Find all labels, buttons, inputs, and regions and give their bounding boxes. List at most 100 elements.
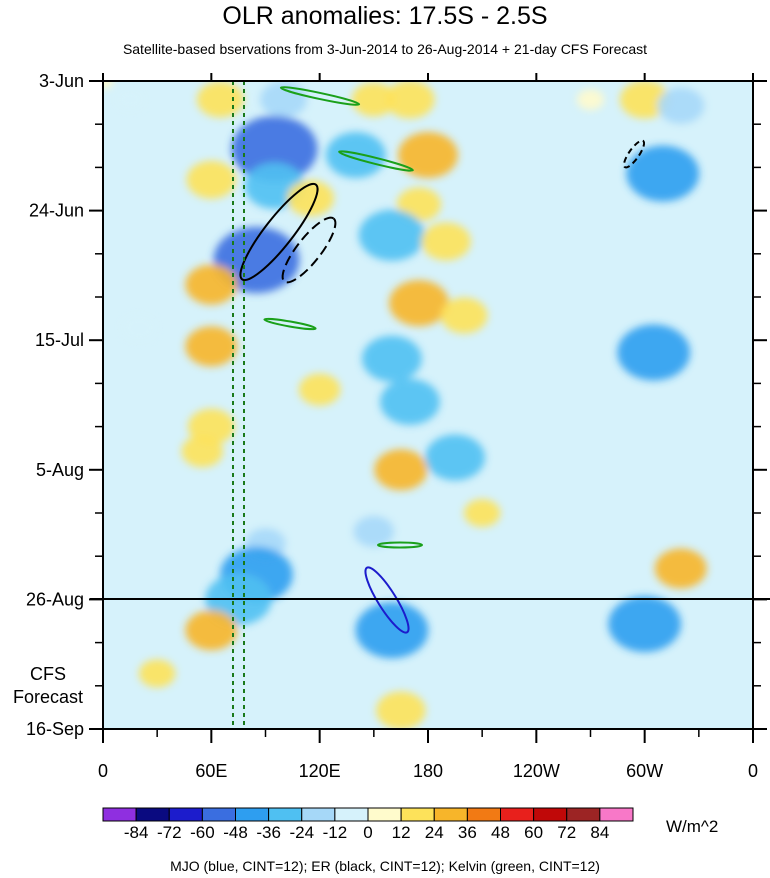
colorbar-swatch — [168, 807, 203, 822]
colorbar-swatch — [201, 807, 236, 822]
anomaly-cell — [355, 602, 429, 659]
anomaly-cell — [181, 435, 224, 468]
x-tick-label: 0 — [748, 761, 758, 781]
anomaly-cell — [389, 280, 449, 327]
anomaly-cell — [374, 449, 428, 491]
anomaly-cell — [260, 81, 307, 118]
anomaly-cell — [361, 335, 422, 382]
colorbar-swatch — [533, 807, 568, 822]
colorbar-swatch — [367, 807, 402, 822]
colorbar-label: -72 — [157, 823, 182, 842]
anomaly-cell — [185, 610, 238, 651]
anomaly-cell — [186, 160, 237, 199]
anomaly-cell — [421, 222, 471, 261]
colorbar-label: 24 — [425, 823, 444, 842]
colorbar-swatch — [466, 807, 501, 822]
anomaly-cell — [196, 81, 244, 118]
anomaly-cell — [425, 434, 485, 481]
anomaly-cell — [398, 132, 458, 179]
forecast-label: Forecast — [13, 687, 83, 707]
anomaly-cell — [353, 516, 394, 548]
anomaly-cell — [231, 115, 318, 182]
anomaly-cell — [358, 209, 426, 261]
colorbar-label: 72 — [557, 823, 576, 842]
colorbar-swatch — [599, 807, 634, 822]
colorbar-swatch — [268, 807, 303, 822]
x-tick-label: 120E — [299, 761, 341, 781]
colorbar-swatch — [102, 807, 137, 822]
colorbar-label: -60 — [190, 823, 215, 842]
x-tick-label: 120W — [513, 761, 560, 781]
anomaly-cell — [380, 378, 440, 425]
er-contour — [281, 216, 337, 284]
colorbar-label: 84 — [590, 823, 609, 842]
colorbar-label: 36 — [458, 823, 477, 842]
colorbar-label: -36 — [256, 823, 281, 842]
anomaly-cell — [396, 187, 442, 222]
colorbar-label: 60 — [524, 823, 543, 842]
colorbar-swatch — [500, 807, 535, 822]
colorbar-label: 48 — [491, 823, 510, 842]
anomaly-cell — [619, 81, 670, 119]
anomaly-cell — [325, 132, 386, 179]
x-tick-label: 180 — [413, 761, 443, 781]
anomaly-cell — [298, 373, 341, 406]
anomaly-cell — [185, 264, 238, 305]
mjo-contour — [364, 566, 410, 634]
anomaly-cell — [657, 87, 705, 124]
colorbar-label: -84 — [124, 823, 149, 842]
x-tick-label: 60W — [626, 761, 663, 781]
anomaly-cell — [654, 548, 707, 589]
anomaly-cell — [376, 691, 426, 729]
anomaly-cell — [463, 499, 501, 527]
kelvin-contour — [377, 541, 423, 549]
colorbar-swatch — [400, 807, 435, 822]
kelvin-contour — [338, 150, 414, 172]
x-tick-label: 60E — [195, 761, 227, 781]
colorbar: -84 -72 -60 -48 -36 -24 -12 0 12 24 36 48 60 72 84 W/m^… — [102, 807, 718, 842]
y-tick-label: 26-Aug — [26, 589, 84, 609]
er-contour — [239, 182, 319, 282]
colorbar-label: -24 — [289, 823, 314, 842]
anomaly-cell — [103, 81, 114, 89]
colorbar-unit: W/m^2 — [666, 817, 718, 836]
forecast-label: CFS — [30, 664, 66, 684]
axes: 0 60E 120E 180 120W 60W 0 3-Jun 24-Jun 15-Jul 5-Au… — [13, 71, 767, 781]
y-tick-label: 3-Jun — [39, 71, 84, 91]
anomaly-cell — [185, 326, 238, 367]
colorbar-swatch — [433, 807, 468, 822]
anomaly-cell — [385, 81, 435, 119]
anomaly-cell — [576, 89, 605, 111]
colorbar-label: -12 — [323, 823, 348, 842]
wave-contours — [232, 81, 646, 729]
colorbar-swatch — [135, 807, 170, 822]
anomaly-cell — [120, 313, 158, 342]
anomaly-cell — [114, 87, 146, 112]
kelvin-contour — [263, 317, 317, 331]
olr-anomaly-field — [103, 81, 707, 729]
colorbar-swatch — [334, 807, 369, 822]
colorbar-label: 0 — [363, 823, 372, 842]
chart-footer: MJO (blue, CINT=12); ER (black, CINT=12)… — [170, 858, 600, 874]
anomaly-cell — [138, 659, 176, 688]
anomaly-cell — [440, 297, 488, 334]
anomaly-cell — [351, 82, 396, 117]
chart-title: OLR anomalies: 17.5S - 2.5S — [222, 2, 548, 30]
colorbar-swatch — [566, 807, 601, 822]
y-tick-label: 15-Jul — [35, 330, 84, 350]
y-tick-label: 5-Aug — [36, 460, 84, 480]
anomaly-cell — [608, 596, 682, 653]
y-tick-label: 24-Jun — [29, 201, 84, 221]
colorbar-swatch — [301, 807, 336, 822]
colorbar-swatch — [235, 807, 270, 822]
kelvin-contour — [279, 86, 361, 106]
colorbar-label: 12 — [392, 823, 411, 842]
chart-subtitle: Satellite-based bservations from 3-Jun-2… — [122, 41, 648, 57]
y-tick-label: 16-Sep — [26, 719, 84, 739]
anomaly-cell — [287, 180, 335, 217]
colorbar-label: -48 — [223, 823, 248, 842]
anomaly-cell — [617, 324, 691, 381]
x-tick-label: 0 — [98, 761, 108, 781]
er-contour — [622, 139, 646, 169]
